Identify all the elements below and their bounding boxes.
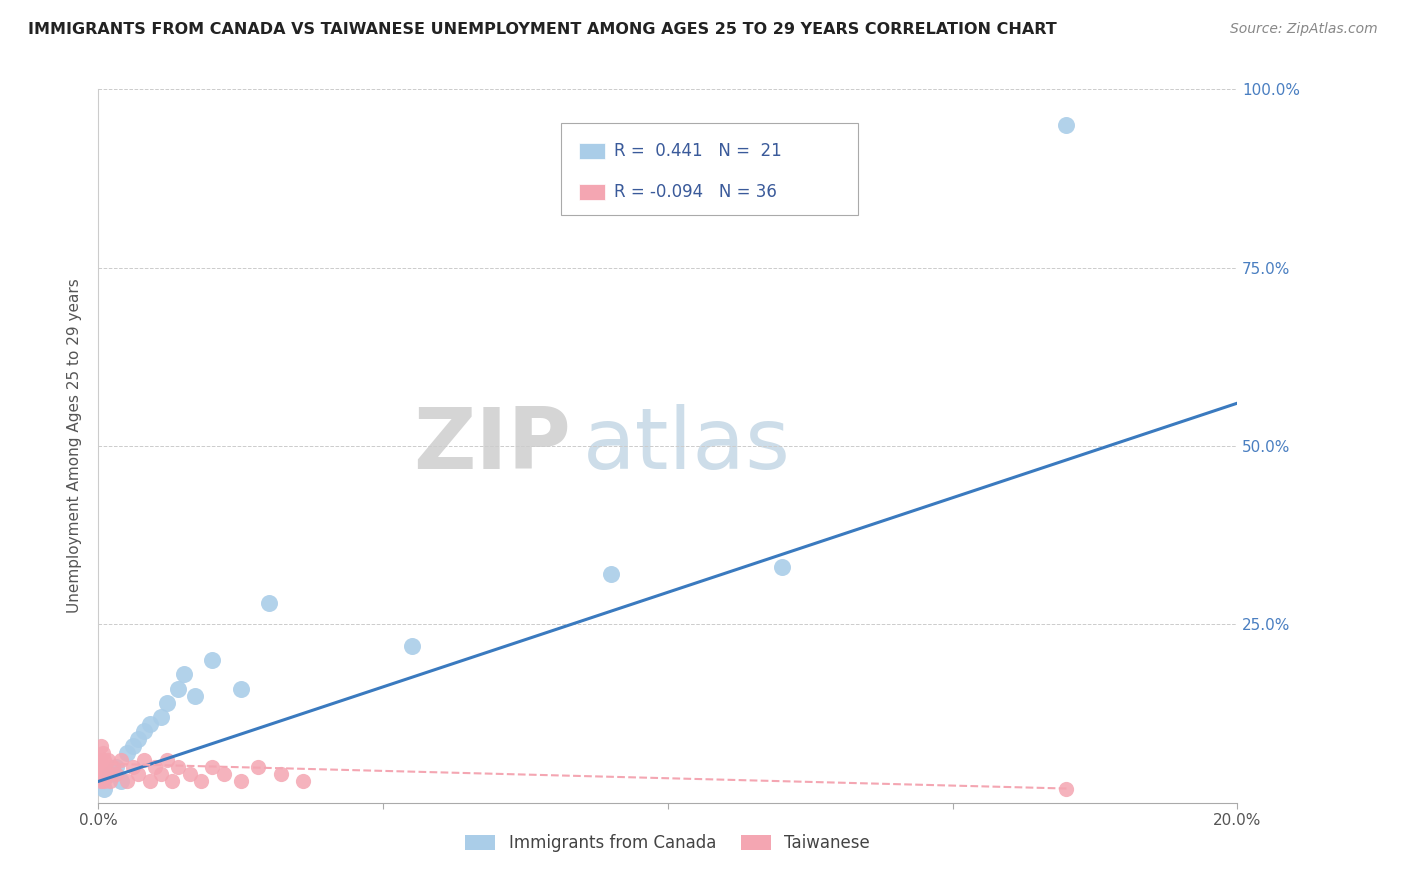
Point [104,767,127,781]
Point [93,753,115,767]
Point [90,739,112,753]
Point [90,774,112,789]
Text: Source: ZipAtlas.com: Source: ZipAtlas.com [1230,22,1378,37]
Point [246,760,269,774]
Point [91,746,114,760]
Point [127,767,149,781]
Point [138,774,160,789]
Point [1056,118,1078,132]
Point [173,667,195,681]
Point [184,689,207,703]
Point [229,681,252,696]
Point [89,767,111,781]
Y-axis label: Unemployment Among Ages 25 to 29 years: Unemployment Among Ages 25 to 29 years [66,278,82,614]
Point [770,560,793,574]
Point [201,760,224,774]
Point [156,696,179,710]
Text: ZIP: ZIP [413,404,571,488]
Point [179,767,201,781]
Point [101,760,124,774]
Point [156,753,179,767]
Point [150,710,173,724]
Point [201,653,224,667]
Point [270,767,292,781]
Point [94,760,117,774]
Point [401,639,423,653]
Point [104,760,127,774]
Point [121,739,143,753]
Point [96,753,118,767]
Point [162,774,184,789]
Point [115,746,138,760]
Point [229,774,252,789]
Text: atlas: atlas [582,404,790,488]
Point [259,596,281,610]
Point [600,567,623,582]
Point [121,760,143,774]
Legend: Immigrants from Canada, Taiwanese: Immigrants from Canada, Taiwanese [458,828,877,859]
Point [292,774,315,789]
Point [138,717,160,731]
Point [89,753,111,767]
Point [93,781,115,796]
Point [127,731,149,746]
Point [167,760,190,774]
Point [167,681,190,696]
Text: R =  0.441   N =  21: R = 0.441 N = 21 [614,142,782,160]
Point [150,767,173,781]
Text: R = -0.094   N = 36: R = -0.094 N = 36 [614,183,778,201]
Text: IMMIGRANTS FROM CANADA VS TAIWANESE UNEMPLOYMENT AMONG AGES 25 TO 29 YEARS CORRE: IMMIGRANTS FROM CANADA VS TAIWANESE UNEM… [28,22,1057,37]
Point [91,767,114,781]
Point [190,774,212,789]
Point [115,774,138,789]
Point [132,753,155,767]
Point [98,774,121,789]
Point [132,724,155,739]
Point [212,767,235,781]
Point [1056,781,1078,796]
Point [87,760,110,774]
Point [98,767,121,781]
Point [145,760,167,774]
Point [110,753,132,767]
Point [110,774,132,789]
Point [90,760,112,774]
Point [93,774,115,789]
Point [96,767,118,781]
